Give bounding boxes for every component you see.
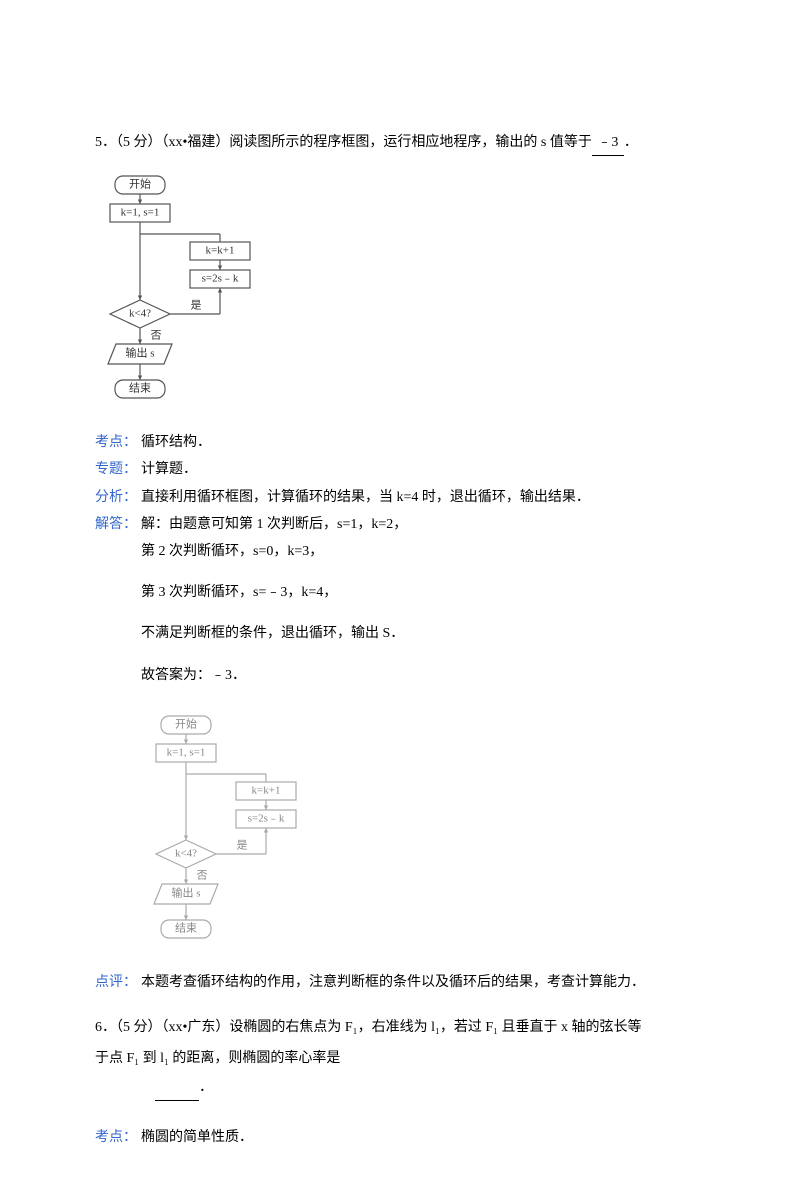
problem-6-period: ．: [199, 1080, 213, 1095]
spacer: [95, 611, 705, 621]
jieda-line3: 第 3 次判断循环，s=﹣3，k=4，: [95, 580, 705, 605]
jieda-line5: 故答案为：﹣3．: [95, 663, 705, 688]
svg-text:否: 否: [151, 330, 162, 342]
gap: [95, 997, 705, 1015]
problem-6-line2-text: 于点 F₁ 到 l₁ 的距离，则椭圆的率心率是: [95, 1051, 340, 1066]
svg-text:是: 是: [191, 299, 202, 312]
flowchart-2-svg: 开始 k=1, s=1 k=k+1 s=2s﹣k k<4? 是否输出 s 结束: [141, 714, 336, 952]
problem-5-statement: 5．（5 分）（xx•福建）阅读图所示的程序框图，运行相应地程序，输出的 s 值…: [95, 135, 592, 150]
gap: [95, 1111, 705, 1125]
kaodian-row-6: 考点： 椭圆的简单性质．: [95, 1125, 705, 1150]
zhuanti-label: 专题：: [95, 457, 141, 482]
problem-6-line1: 6．（5 分）（xx•广东）设椭圆的右焦点为 F₁，右准线为 l₁，若过 F₁ …: [95, 1015, 705, 1040]
fenxi-label: 分析：: [95, 485, 141, 510]
spacer: [95, 653, 705, 663]
svg-text:结束: 结束: [129, 382, 151, 395]
problem-6-blank-row: ．: [95, 1075, 705, 1101]
problem-5-period: ．: [624, 135, 638, 150]
dianping-row-5: 点评： 本题考查循环结构的作用，注意判断框的条件以及循环后的结果，考查计算能力．: [95, 970, 705, 995]
zhuanti-content: 计算题．: [141, 457, 705, 482]
fenxi-content: 直接利用循环框图，计算循环的结果，当 k=4 时，退出循环，输出结果．: [141, 485, 705, 510]
svg-text:开始: 开始: [129, 177, 151, 191]
kaodian-content-6: 椭圆的简单性质．: [141, 1125, 705, 1150]
problem-5-text: 5．（5 分）（xx•福建）阅读图所示的程序框图，运行相应地程序，输出的 s 值…: [95, 130, 705, 156]
problem-5-answer: ﹣3: [592, 130, 624, 156]
jieda-line4: 不满足判断框的条件，退出循环，输出 S．: [95, 621, 705, 646]
svg-text:s=2s﹣k: s=2s﹣k: [248, 812, 285, 824]
flowchart-2: 开始 k=1, s=1 k=k+1 s=2s﹣k k<4? 是否输出 s 结束: [141, 714, 705, 952]
svg-text:k=k+1: k=k+1: [206, 245, 235, 257]
jieda-line1: 解：由题意可知第 1 次判断后，s=1，k=2，: [141, 512, 705, 537]
zhuanti-row-5: 专题： 计算题．: [95, 457, 705, 482]
problem-6-line2: 于点 F₁ 到 l₁ 的距离，则椭圆的率心率是: [95, 1046, 705, 1071]
svg-text:输出 s: 输出 s: [171, 885, 200, 899]
svg-text:否: 否: [197, 869, 208, 881]
svg-text:结束: 结束: [175, 921, 197, 934]
svg-text:k<4?: k<4?: [175, 847, 197, 859]
problem-6-blank: [155, 1075, 199, 1101]
svg-text:k=1, s=1: k=1, s=1: [121, 207, 160, 219]
fenxi-row-5: 分析： 直接利用循环框图，计算循环的结果，当 k=4 时，退出循环，输出结果．: [95, 485, 705, 510]
svg-text:输出 s: 输出 s: [125, 346, 154, 360]
svg-text:k<4?: k<4?: [129, 308, 151, 320]
svg-text:k=k+1: k=k+1: [252, 784, 281, 796]
kaodian-label: 考点：: [95, 430, 141, 455]
dianping-label: 点评：: [95, 970, 141, 995]
flowchart-1-svg: 开始 k=1, s=1 k=k+1 s=2s﹣k k<4? 是否输出 s 结束: [95, 174, 265, 412]
svg-text:s=2s﹣k: s=2s﹣k: [202, 273, 239, 285]
spacer: [95, 570, 705, 580]
spacer: [95, 694, 705, 704]
svg-text:k=1, s=1: k=1, s=1: [167, 746, 206, 758]
jieda-label: 解答：: [95, 512, 141, 537]
flowchart-1: 开始 k=1, s=1 k=k+1 s=2s﹣k k<4? 是否输出 s 结束: [95, 174, 705, 412]
kaodian-row-5: 考点： 循环结构．: [95, 430, 705, 455]
kaodian-content: 循环结构．: [141, 430, 705, 455]
kaodian-label-6: 考点：: [95, 1125, 141, 1150]
svg-text:开始: 开始: [175, 716, 197, 730]
svg-text:是: 是: [237, 838, 248, 851]
document-page: 5．（5 分）（xx•福建）阅读图所示的程序框图，运行相应地程序，输出的 s 值…: [0, 0, 800, 1193]
jieda-row-5: 解答： 解：由题意可知第 1 次判断后，s=1，k=2，: [95, 512, 705, 537]
jieda-line2: 第 2 次判断循环，s=0，k=3，: [95, 539, 705, 564]
dianping-content: 本题考查循环结构的作用，注意判断框的条件以及循环后的结果，考查计算能力．: [141, 970, 705, 995]
